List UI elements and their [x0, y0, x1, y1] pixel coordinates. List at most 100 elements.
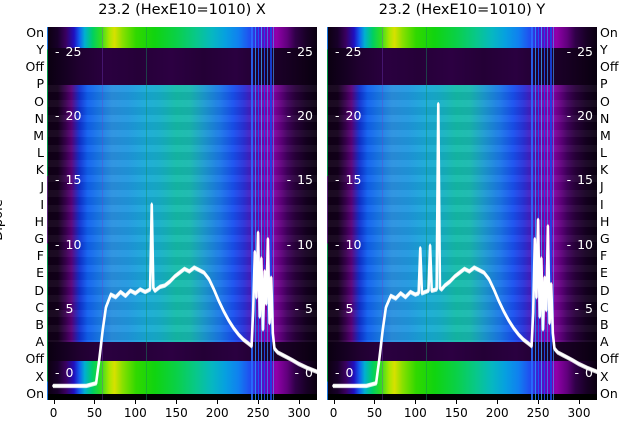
heatmap-stripe-7 [553, 27, 555, 400]
category-tick-l-7: L [37, 145, 44, 161]
trace-path-right-0 [332, 102, 597, 388]
category-tick-d-15: D [34, 282, 44, 298]
heatmap-image-x [47, 27, 317, 400]
x-tick-label-200: 200 [485, 406, 509, 420]
y-tick-label-15-inner-l: - 15 [335, 172, 362, 188]
x-tick-mark-150 [176, 400, 178, 404]
y-tick-label-15-inner-l: - 15 [55, 172, 82, 188]
y-tick-label-5-inner-r: - 5 [294, 300, 313, 316]
spectrogram-panel-y[interactable]: - 25 - 25 - 20 - 20 - 15 - 15 - 10 - 10 - 5 - 5 - … [327, 27, 597, 400]
y-tick-label-5-inner-r: - 5 [574, 300, 593, 316]
heatmap-stripe-3 [261, 27, 263, 400]
trace-overlay-x [52, 202, 317, 389]
trace-path-left-0 [52, 203, 317, 388]
category-tick-off-19: Off [25, 351, 44, 367]
y-tick-label-20-inner-l: - 20 [55, 108, 82, 124]
x-tick-label-0: 0 [329, 406, 338, 420]
y-tick-label-15-inner-r: - 15 [286, 172, 313, 188]
x-tick-label-150: 150 [164, 406, 188, 420]
category-tick-e-14: E [600, 265, 608, 281]
y-tick-label-5-inner-l: - 5 [335, 300, 354, 316]
heatmap-stripe-9 [425, 27, 427, 400]
trace-path-right-2 [332, 105, 597, 389]
category-tick-on-0: On [600, 24, 618, 40]
y-tick-label-5-inner-l: - 5 [55, 300, 74, 316]
x-tick-mark-0 [333, 400, 335, 404]
category-tick-a-18: A [35, 334, 44, 350]
x-tick-mark-250 [258, 400, 260, 404]
category-tick-o-4: O [600, 93, 610, 109]
trace-path-left-1 [52, 202, 317, 386]
category-tick-b-17: B [35, 316, 44, 332]
y-tick-label-20-inner-r: - 20 [566, 108, 593, 124]
heatmap-stripe-2 [537, 27, 540, 400]
category-tick-k-8: K [35, 162, 44, 178]
y-tick-label-25-inner-r: - 25 [566, 43, 593, 59]
category-tick-c-16: C [35, 299, 44, 315]
category-tick-y-1: Y [600, 41, 608, 57]
heatmap-stripe-6 [270, 27, 272, 400]
x-tick-mark-200 [217, 400, 219, 404]
y-tick-label-25-inner-l: - 25 [335, 43, 362, 59]
heatmap-stripe-8 [102, 27, 104, 400]
x-tick-label-100: 100 [123, 406, 147, 420]
x-tick-label-200: 200 [205, 406, 229, 420]
category-tick-off-19: Off [600, 351, 619, 367]
category-tick-i-10: I [600, 196, 604, 212]
trace-path-right-3 [332, 102, 597, 386]
x-tick-label-300: 300 [567, 406, 591, 420]
heatmap-stripe-0 [251, 27, 253, 400]
y-tick-label-0-inner-r: - 0 [574, 365, 593, 381]
heatmap-band-upper-dark [47, 47, 317, 85]
category-tick-e-14: E [36, 265, 44, 281]
heatmap-stripe-4 [263, 27, 266, 400]
category-tick-n-5: N [34, 110, 44, 126]
category-tick-on-0: On [26, 24, 44, 40]
y-tick-label-10-inner-r: - 10 [566, 236, 593, 252]
x-tick-mark-300 [579, 400, 580, 404]
y-tick-label-10-inner-l: - 10 [55, 236, 82, 252]
trace-path-left-2 [52, 205, 317, 389]
heatmap-band-bottom-rainbow [47, 360, 317, 395]
trace-path-left-3 [52, 203, 317, 386]
y-axis-label: Dipole [0, 199, 7, 241]
x-tick-label-50: 50 [86, 406, 103, 420]
heatmap-stripe-8 [382, 27, 384, 400]
heatmap-stripe-5 [267, 27, 268, 400]
category-tick-d-15: D [600, 282, 610, 298]
x-tick-mark-100 [135, 400, 137, 404]
panel-edge-marker-y [327, 27, 328, 400]
x-tick-mark-300 [299, 400, 300, 404]
category-tick-p-3: P [600, 76, 608, 92]
x-tick-label-250: 250 [246, 406, 270, 420]
y-tick-label-0-inner-l: - 0 [335, 365, 354, 381]
category-tick-p-3: P [36, 76, 44, 92]
category-tick-a-18: A [600, 334, 609, 350]
category-tick-l-7: L [600, 145, 607, 161]
heatmap-band-top-rainbow [327, 27, 597, 48]
category-tick-h-11: H [600, 213, 610, 229]
trace-path-right-1 [332, 102, 597, 386]
x-tick-label-300: 300 [287, 406, 311, 420]
category-tick-on-21: On [26, 385, 44, 401]
category-tick-m-6: M [600, 127, 611, 143]
heatmap-stripe-2 [257, 27, 260, 400]
category-tick-m-6: M [33, 127, 44, 143]
y-tick-label-25-inner-l: - 25 [55, 43, 82, 59]
x-tick-label-150: 150 [444, 406, 468, 420]
x-tick-label-250: 250 [526, 406, 550, 420]
x-tick-mark-50 [374, 400, 376, 404]
heatmap-stripe-3 [541, 27, 543, 400]
x-tick-mark-100 [415, 400, 417, 404]
y-tick-label-10-inner-r: - 10 [286, 236, 313, 252]
category-tick-b-17: B [600, 316, 609, 332]
panel-title-x: 23.2 (HexE10=1010) X [98, 2, 266, 18]
heatmap-stripe-6 [550, 27, 552, 400]
spectrogram-panel-x[interactable]: - 25 - 25 - 20 - 20 - 15 - 15 - 10 - 10 - 5 - 5 - … [47, 27, 317, 400]
category-tick-y-1: Y [36, 41, 44, 57]
heatmap-stripe-1 [255, 27, 257, 400]
heatmap-stripe-1 [535, 27, 537, 400]
x-tick-mark-0 [53, 400, 55, 404]
heatmap-stripe-9 [145, 27, 147, 400]
